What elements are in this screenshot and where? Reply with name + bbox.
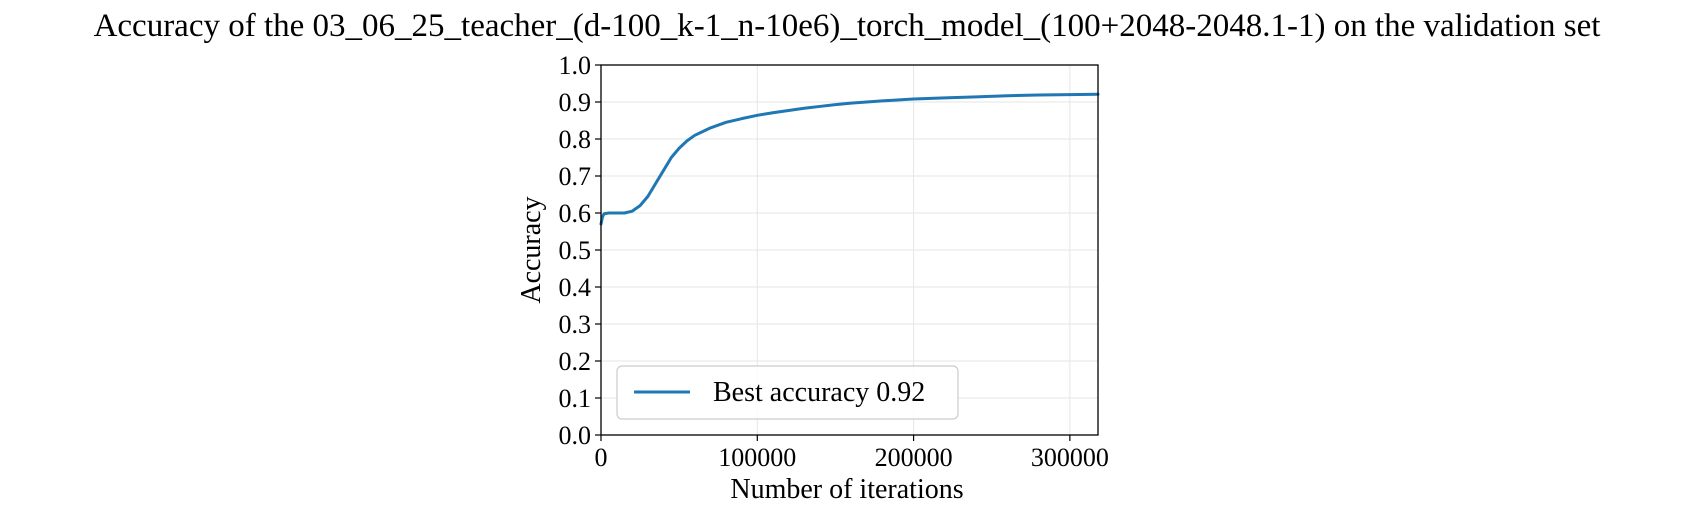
y-tick-label-3: 0.3 bbox=[559, 310, 592, 339]
y-axis-ticks: 0.0 0.1 0.2 0.3 0.4 0.5 0.6 0.7 0.8 0.9 1.0 bbox=[559, 51, 601, 450]
y-tick-label-7: 0.7 bbox=[559, 162, 592, 191]
y-tick-label-10: 1.0 bbox=[559, 51, 592, 80]
x-axis-label: Number of iterations bbox=[730, 474, 963, 505]
y-tick-label-5: 0.5 bbox=[559, 236, 592, 265]
y-tick-label-2: 0.2 bbox=[559, 347, 592, 376]
x-axis-ticks: 0 100000 200000 300000 bbox=[595, 435, 1109, 472]
y-tick-label-6: 0.6 bbox=[559, 199, 592, 228]
legend-box bbox=[616, 365, 959, 420]
chart-title: Accuracy of the 03_06_25_teacher_(d-100_… bbox=[94, 8, 1601, 44]
y-axis-label: Accuracy bbox=[516, 196, 547, 303]
x-tick-label-3: 300000 bbox=[1031, 443, 1109, 472]
x-tick-label-0: 0 bbox=[595, 443, 608, 472]
x-tick-label-2: 200000 bbox=[875, 443, 953, 472]
x-tick-label-1: 100000 bbox=[718, 443, 796, 472]
series-line-best-accuracy bbox=[599, 92, 1100, 226]
y-tick-label-0: 0.0 bbox=[559, 421, 592, 450]
legend-label: Best accuracy 0.92 bbox=[713, 377, 925, 408]
y-tick-label-8: 0.8 bbox=[559, 125, 592, 154]
legend: Best accuracy 0.92 bbox=[616, 365, 959, 420]
y-tick-label-1: 0.1 bbox=[559, 384, 592, 413]
y-tick-label-4: 0.4 bbox=[559, 273, 592, 302]
y-tick-label-9: 0.9 bbox=[559, 88, 592, 117]
